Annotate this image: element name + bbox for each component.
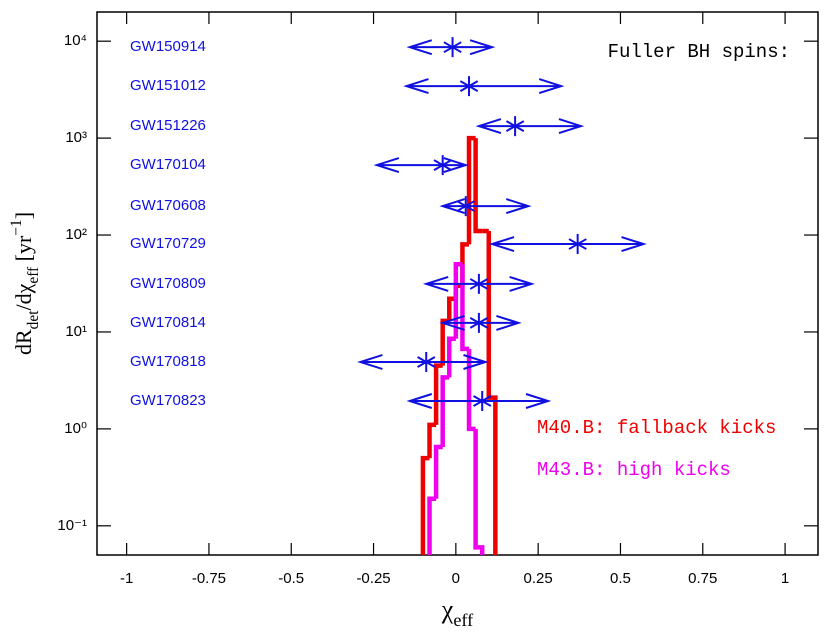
x-tick-label: 0 xyxy=(452,570,460,587)
legend-entry: M40.B: fallback kicks xyxy=(537,417,776,439)
histogram-step xyxy=(466,348,476,432)
annotation: Fuller BH spins: xyxy=(608,41,790,63)
y-axis-label-part: [yr xyxy=(11,235,36,267)
error-arrow xyxy=(475,118,585,135)
histogram-step xyxy=(427,422,437,459)
event-star xyxy=(469,273,489,294)
event-star xyxy=(443,37,462,58)
histogram-step xyxy=(433,444,443,499)
y-axis-label: dRdet/dχeff [yr−1] xyxy=(8,212,42,355)
x-axis-label-part: eff xyxy=(453,610,474,630)
error-arrow xyxy=(403,78,565,95)
error-arrow xyxy=(373,157,470,174)
y-tick-label: 10⁴ xyxy=(64,32,87,49)
event-label: GW170823 xyxy=(130,392,206,409)
x-tick-label: -0.5 xyxy=(278,570,304,587)
x-tick-label: 0.75 xyxy=(688,570,717,587)
event-label: GW170818 xyxy=(130,353,206,370)
event-label: GW170809 xyxy=(130,275,206,292)
y-axis-label-part: −1 xyxy=(8,219,25,235)
event-star xyxy=(433,155,452,176)
y-tick-label: 10¹ xyxy=(65,323,87,340)
event-star xyxy=(568,234,587,255)
y-tick-label: 10⁻¹ xyxy=(57,517,87,534)
histogram-step xyxy=(440,375,450,448)
event-star xyxy=(473,390,492,411)
legend-entry: M43.B: high kicks xyxy=(537,459,731,481)
x-axis-label-part: χ xyxy=(441,595,454,624)
error-arrow xyxy=(439,198,532,215)
event-label: GW170104 xyxy=(130,156,206,173)
x-tick-label: 0.25 xyxy=(524,570,553,587)
error-arrow xyxy=(406,393,552,409)
x-tick-label: -0.25 xyxy=(356,570,390,587)
y-tick-label: 10⁰ xyxy=(64,420,87,437)
x-tick-label: 0.5 xyxy=(610,570,631,587)
y-tick-label: 10² xyxy=(65,226,87,243)
event-label: GW151012 xyxy=(130,77,206,94)
y-axis-label-part: dR xyxy=(11,329,36,355)
event-star xyxy=(505,116,525,137)
event-label: GW150914 xyxy=(130,38,206,55)
y-axis-label-part: eff xyxy=(25,266,42,284)
histogram-step xyxy=(473,138,483,234)
histogram-step xyxy=(447,336,456,378)
histogram-step xyxy=(433,363,443,425)
event-star xyxy=(456,196,475,217)
event-star xyxy=(459,76,479,97)
event-label: GW151226 xyxy=(130,117,206,134)
event-label: GW170814 xyxy=(130,314,206,331)
event-star xyxy=(417,351,436,372)
histogram-step xyxy=(473,428,485,555)
plot-frame xyxy=(96,11,819,556)
x-tick-label: -0.75 xyxy=(192,570,226,587)
event-label: GW170729 xyxy=(130,235,206,252)
error-arrow xyxy=(488,236,647,253)
histogram-step xyxy=(460,264,470,352)
y-axis-label-part: /dχ xyxy=(11,283,36,310)
y-tick-label: 10³ xyxy=(65,129,87,146)
y-axis-label-part: ] xyxy=(11,212,36,219)
histogram-step xyxy=(453,261,463,339)
histogram-step xyxy=(486,231,498,555)
y-axis-label-part: det xyxy=(25,310,42,330)
x-tick-label: 1 xyxy=(781,570,789,587)
event-label: GW170608 xyxy=(130,197,206,214)
x-tick-label: -1 xyxy=(120,570,133,587)
x-axis-label: χeff xyxy=(441,595,474,630)
event-star xyxy=(469,312,489,333)
error-arrow xyxy=(357,354,489,370)
